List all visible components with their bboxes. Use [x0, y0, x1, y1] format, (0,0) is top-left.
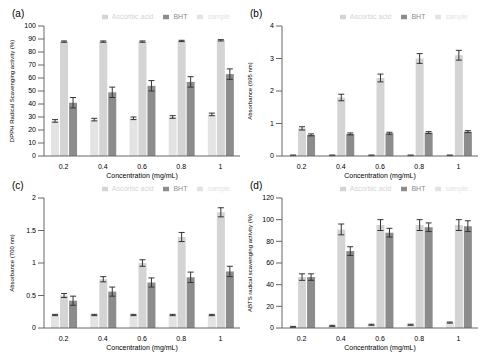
svg-text:0.6: 0.6: [375, 163, 385, 170]
svg-text:2: 2: [270, 87, 274, 94]
svg-text:0.8: 0.8: [414, 335, 424, 342]
svg-text:0.6: 0.6: [137, 335, 147, 342]
svg-text:40: 40: [266, 281, 274, 288]
svg-text:0.2: 0.2: [59, 335, 69, 342]
svg-text:1: 1: [218, 163, 222, 170]
html-text:(d): (d): [250, 180, 263, 191]
html-text:BHT: BHT: [411, 185, 426, 192]
svg-text:DPPH Radical Scavenging activi: DPPH Radical Scavenging activity (%): [9, 40, 15, 142]
html-text:sample: sample: [445, 185, 468, 192]
html-text:(c): (c): [12, 180, 24, 191]
svg-text:0.4: 0.4: [336, 163, 346, 170]
svg-text:1: 1: [32, 259, 36, 266]
html-text:sample: sample: [207, 185, 230, 192]
svg-text:0: 0: [32, 324, 36, 331]
html-text:sample: sample: [207, 13, 230, 20]
svg-text:0.6: 0.6: [137, 163, 147, 170]
svg-text:Absorbance (700 nm): Absorbance (700 nm): [9, 234, 15, 292]
svg-text:100: 100: [262, 216, 274, 223]
svg-text:Concentration (mg/mL): Concentration (mg/mL): [344, 172, 416, 180]
svg-text:0.2: 0.2: [297, 335, 307, 342]
svg-text:50: 50: [28, 87, 36, 94]
svg-text:1.5: 1.5: [26, 227, 36, 234]
svg-text:0.6: 0.6: [375, 335, 385, 342]
svg-text:1: 1: [456, 163, 460, 170]
html-text:BHT: BHT: [411, 13, 426, 20]
svg-text:0.8: 0.8: [414, 163, 424, 170]
svg-text:Concentration (mg/mL): Concentration (mg/mL): [106, 172, 178, 180]
svg-text:0.4: 0.4: [98, 163, 108, 170]
html-text:BHT: BHT: [173, 13, 188, 20]
svg-text:100: 100: [24, 22, 36, 29]
svg-text:1: 1: [270, 120, 274, 127]
svg-text:120: 120: [262, 194, 274, 201]
svg-text:0: 0: [270, 324, 274, 331]
svg-text:0.4: 0.4: [336, 335, 346, 342]
svg-text:60: 60: [266, 259, 274, 266]
svg-text:70: 70: [28, 61, 36, 68]
html-text:BHT: BHT: [173, 185, 188, 192]
svg-text:60: 60: [28, 74, 36, 81]
svg-text:Concentration (mg/mL): Concentration (mg/mL): [106, 344, 178, 352]
html-text:Ascorbic acid: Ascorbic acid: [111, 13, 154, 20]
svg-text:0.4: 0.4: [98, 335, 108, 342]
svg-text:0.5: 0.5: [26, 292, 36, 299]
svg-text:Concentration (mg/mL): Concentration (mg/mL): [344, 344, 416, 352]
html-text:sample: sample: [445, 13, 468, 20]
svg-text:Absorbance (695 nm): Absorbance (695 nm): [247, 62, 253, 120]
svg-text:3: 3: [270, 55, 274, 62]
svg-text:0.2: 0.2: [297, 163, 307, 170]
html-text:(a): (a): [12, 8, 25, 19]
svg-text:0.8: 0.8: [176, 335, 186, 342]
html-text:(b): (b): [250, 8, 263, 19]
html-text:Ascorbic acid: Ascorbic acid: [349, 13, 392, 20]
svg-text:1: 1: [456, 335, 460, 342]
svg-text:30: 30: [28, 113, 36, 120]
svg-text:2: 2: [32, 194, 36, 201]
svg-text:1: 1: [218, 335, 222, 342]
svg-text:80: 80: [28, 48, 36, 55]
html-text:Ascorbic acid: Ascorbic acid: [111, 185, 154, 192]
svg-text:80: 80: [266, 238, 274, 245]
html-text:Ascorbic acid: Ascorbic acid: [349, 185, 392, 192]
svg-text:0.8: 0.8: [176, 163, 186, 170]
svg-text:20: 20: [266, 303, 274, 310]
svg-text:40: 40: [28, 100, 36, 107]
svg-text:90: 90: [28, 35, 36, 42]
svg-text:0: 0: [32, 152, 36, 159]
svg-text:0: 0: [270, 152, 274, 159]
svg-text:20: 20: [28, 126, 36, 133]
svg-text:10: 10: [28, 139, 36, 146]
svg-text:4: 4: [270, 22, 274, 29]
svg-text:ABTS radical scavenging activi: ABTS radical scavenging activity (%): [247, 214, 253, 312]
svg-text:0.2: 0.2: [59, 163, 69, 170]
